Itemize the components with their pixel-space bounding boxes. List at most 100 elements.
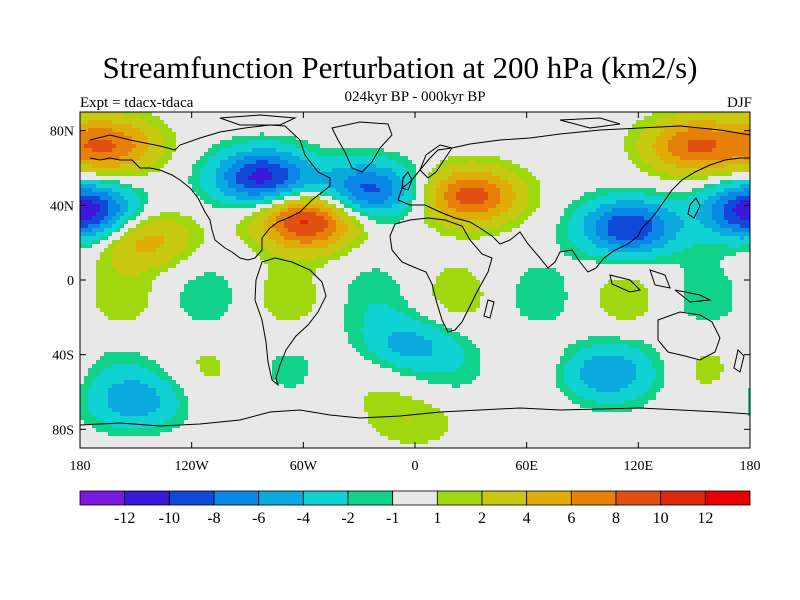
field-cell xyxy=(128,112,133,117)
field-cell xyxy=(584,188,589,193)
field-cell xyxy=(704,160,709,165)
field-cell xyxy=(604,176,609,181)
field-cell xyxy=(200,156,205,161)
field-cell xyxy=(536,216,541,221)
field-cell xyxy=(272,132,277,137)
field-cell xyxy=(484,120,489,125)
field-cell xyxy=(340,128,345,133)
field-cell xyxy=(92,172,97,177)
field-cell xyxy=(132,200,137,205)
field-cell xyxy=(364,228,369,233)
field-cell xyxy=(232,148,237,153)
field-cell xyxy=(88,172,93,177)
field-cell xyxy=(540,144,545,149)
field-cell xyxy=(156,132,161,137)
field-cell xyxy=(172,200,177,205)
field-cell xyxy=(204,128,209,133)
field-cell xyxy=(284,132,289,137)
field-cell xyxy=(276,204,281,209)
field-cell xyxy=(728,220,733,225)
field-cell xyxy=(92,220,97,225)
field-cell xyxy=(324,124,329,129)
field-cell xyxy=(408,164,413,169)
field-cell xyxy=(284,196,289,201)
field-cell xyxy=(188,188,193,193)
field-cell xyxy=(480,220,485,225)
field-cell xyxy=(80,132,85,137)
field-cell xyxy=(680,188,685,193)
field-cell xyxy=(704,192,709,197)
field-cell xyxy=(400,172,405,177)
field-cell xyxy=(644,136,649,141)
field-cell xyxy=(488,124,493,129)
field-cell xyxy=(148,112,153,117)
field-cell xyxy=(720,168,725,173)
field-cell xyxy=(352,200,357,205)
field-cell xyxy=(740,168,745,173)
field-cell xyxy=(316,160,321,165)
field-cell xyxy=(312,160,317,165)
field-cell xyxy=(724,120,729,125)
field-cell xyxy=(496,112,501,117)
field-cell xyxy=(484,188,489,193)
field-cell xyxy=(304,156,309,161)
field-cell xyxy=(80,188,85,193)
field-cell xyxy=(120,216,125,221)
field-cell xyxy=(368,172,373,177)
field-cell xyxy=(396,164,401,169)
field-cell xyxy=(692,124,697,129)
field-cell xyxy=(340,172,345,177)
field-cell xyxy=(196,112,201,117)
field-cell xyxy=(148,220,153,225)
field-cell xyxy=(296,228,301,233)
field-cell xyxy=(420,124,425,129)
field-cell xyxy=(508,128,513,133)
field-cell xyxy=(124,152,129,157)
field-cell xyxy=(116,200,121,205)
field-cell xyxy=(664,180,669,185)
field-cell xyxy=(312,204,317,209)
field-cell xyxy=(328,220,333,225)
field-cell xyxy=(704,148,709,153)
field-cell xyxy=(388,156,393,161)
field-cell xyxy=(252,124,257,129)
field-cell xyxy=(496,128,501,133)
field-cell xyxy=(608,192,613,197)
field-cell xyxy=(488,172,493,177)
field-cell xyxy=(660,224,665,229)
field-cell xyxy=(208,212,213,217)
field-cell xyxy=(104,180,109,185)
field-cell xyxy=(144,188,149,193)
field-cell xyxy=(280,200,285,205)
field-cell xyxy=(728,180,733,185)
field-cell xyxy=(368,228,373,233)
field-cell xyxy=(80,156,85,161)
field-cell xyxy=(636,208,641,213)
field-cell xyxy=(460,156,465,161)
field-cell xyxy=(416,216,421,221)
field-cell xyxy=(628,224,633,229)
field-cell xyxy=(420,228,425,233)
field-cell xyxy=(704,212,709,217)
field-cell xyxy=(212,128,217,133)
field-cell xyxy=(628,172,633,177)
field-cell xyxy=(552,188,557,193)
field-cell xyxy=(208,172,213,177)
field-cell xyxy=(108,204,113,209)
field-cell xyxy=(92,200,97,205)
field-cell xyxy=(96,128,101,133)
field-cell xyxy=(364,152,369,157)
field-cell xyxy=(372,140,377,145)
field-cell xyxy=(472,224,477,229)
field-cell xyxy=(300,124,305,129)
field-cell xyxy=(596,184,601,189)
field-cell xyxy=(412,188,417,193)
field-cell xyxy=(336,144,341,149)
field-cell xyxy=(556,128,561,133)
field-cell xyxy=(312,228,317,233)
field-cell xyxy=(80,116,85,121)
field-cell xyxy=(244,140,249,145)
field-cell xyxy=(240,220,245,225)
field-cell xyxy=(344,136,349,141)
field-cell xyxy=(344,156,349,161)
